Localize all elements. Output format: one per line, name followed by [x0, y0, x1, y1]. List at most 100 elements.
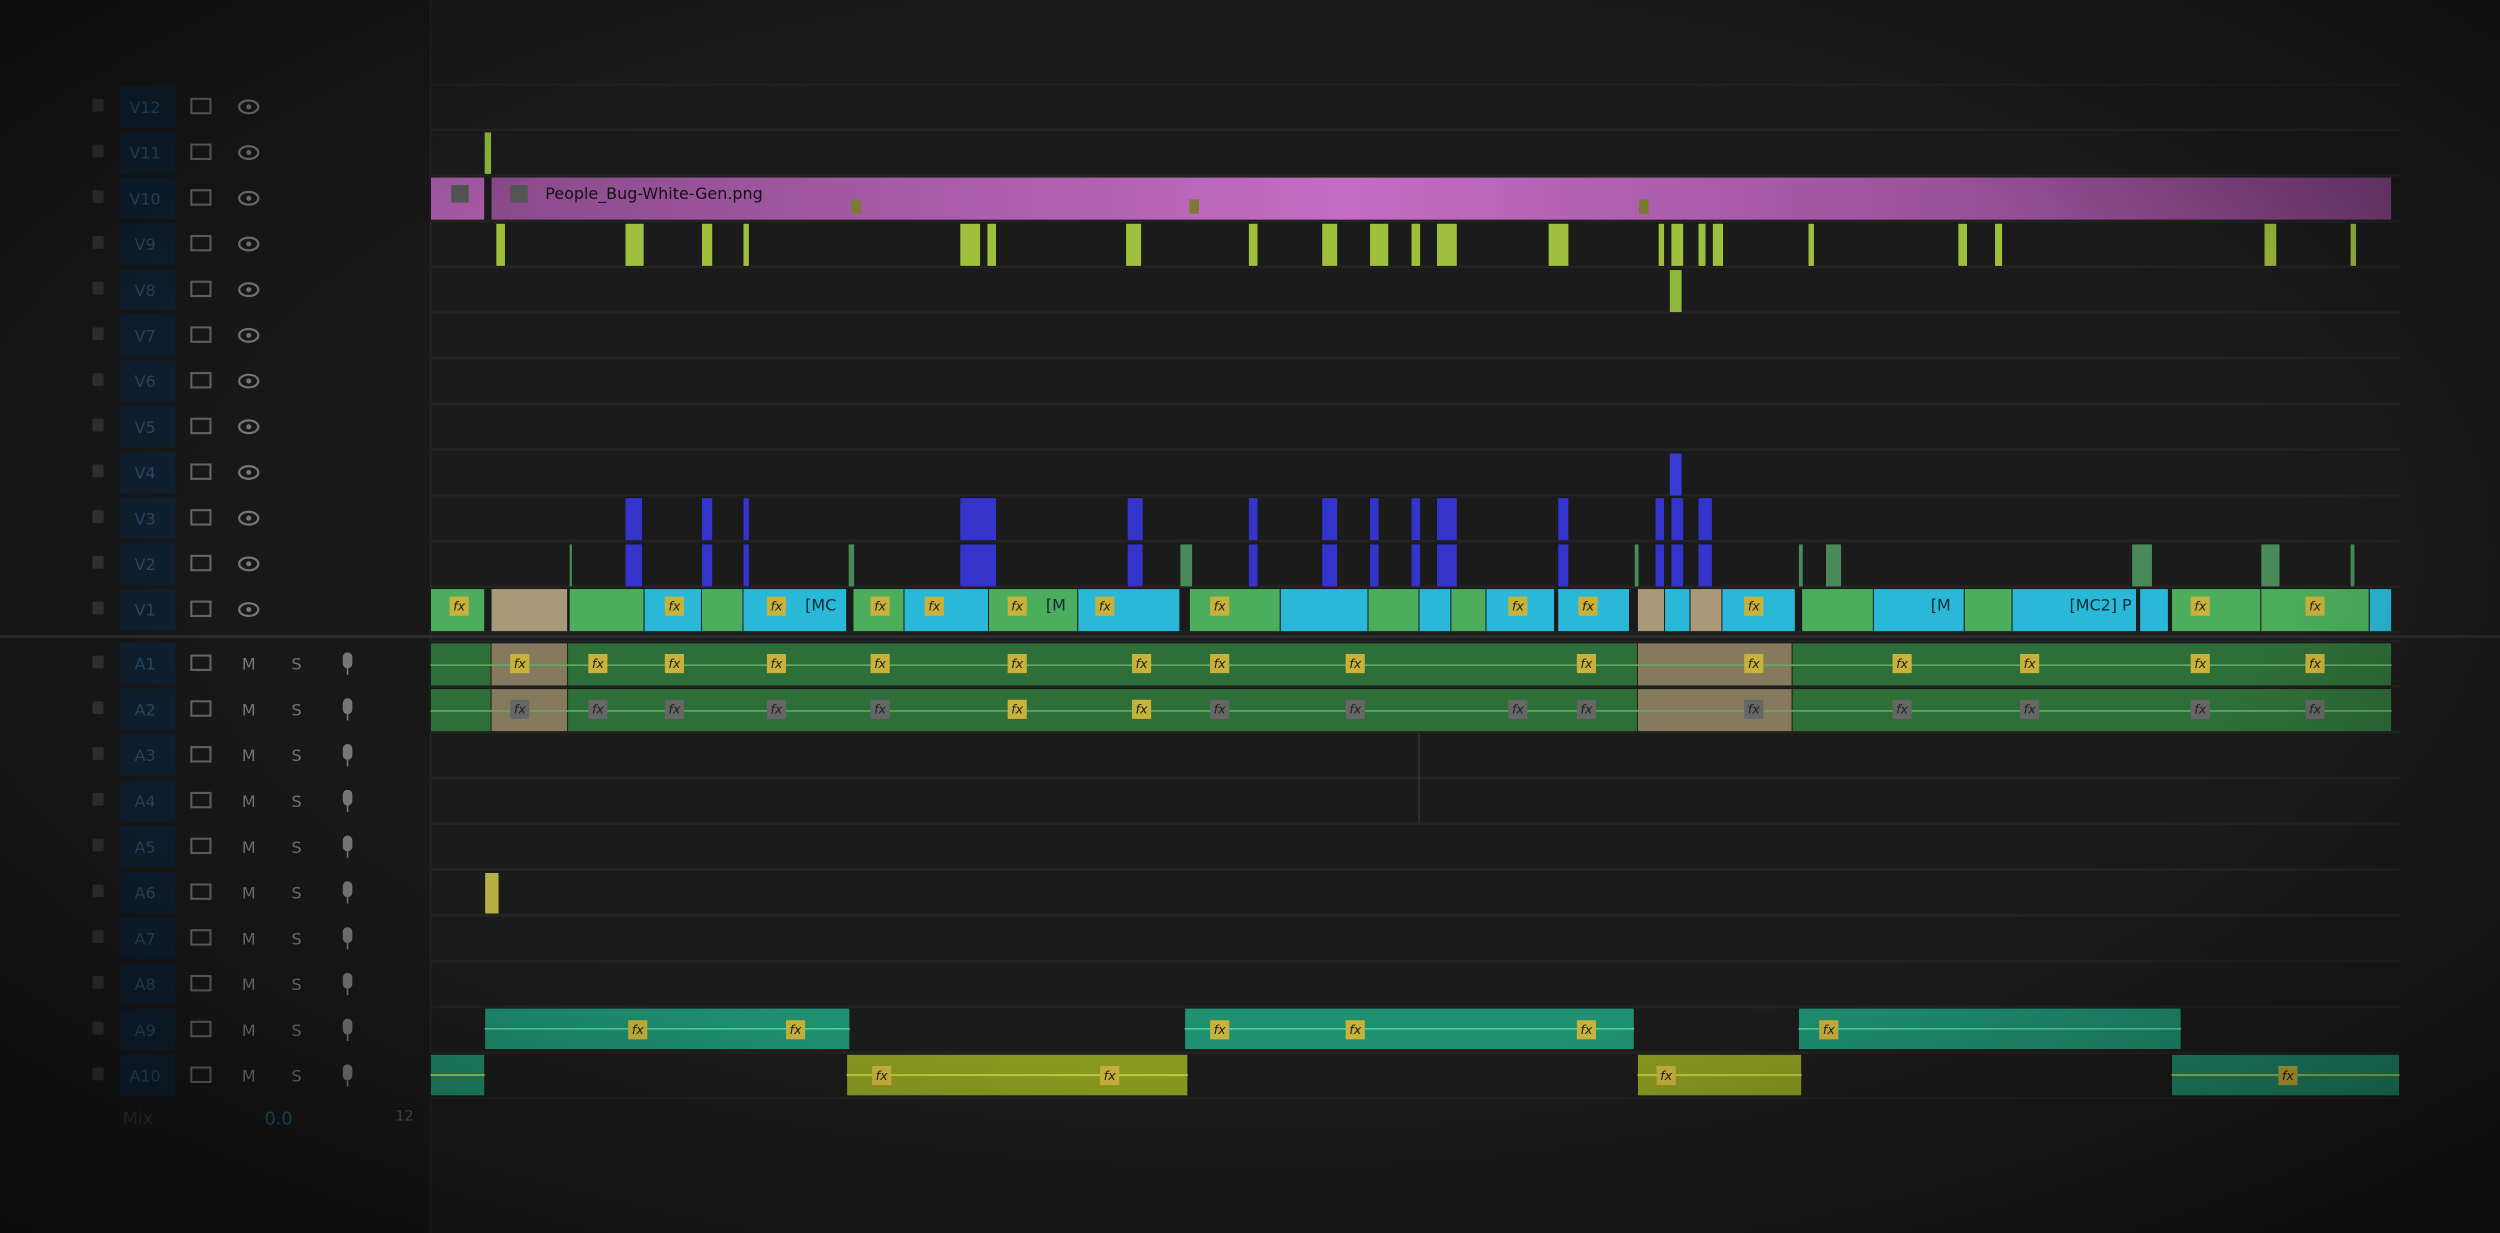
fx-text: fx	[1349, 1023, 1361, 1038]
track-name: A5	[135, 838, 156, 857]
track-name: V8	[135, 281, 156, 300]
clip	[1125, 222, 1143, 267]
fx-text: fx	[1580, 703, 1592, 718]
mute-button[interactable]: M	[242, 1067, 256, 1086]
solo-button[interactable]: S	[291, 884, 301, 903]
track-header-panel	[0, 0, 431, 1233]
fx-text: fx	[1214, 1023, 1226, 1038]
clip	[1369, 222, 1390, 267]
solo-button[interactable]: S	[291, 700, 301, 719]
clip	[1436, 497, 1458, 542]
lock-icon	[92, 144, 104, 158]
solo-button[interactable]: S	[291, 975, 301, 994]
clip	[986, 222, 997, 267]
clip	[742, 543, 750, 588]
clip	[1670, 543, 1685, 588]
eye-pupil	[246, 150, 252, 156]
fx-text: fx	[1214, 657, 1226, 672]
track-name: V2	[135, 555, 156, 574]
track-name: V1	[135, 601, 156, 620]
clip	[1801, 588, 1874, 633]
lock-icon	[92, 464, 104, 478]
fx-text: fx	[632, 1023, 644, 1038]
mix-label: Mix	[123, 1110, 153, 1130]
lock-icon	[92, 235, 104, 249]
clip	[1636, 588, 1666, 633]
mute-button[interactable]: M	[242, 838, 256, 857]
clip	[959, 497, 997, 542]
fx-text: fx	[874, 657, 886, 672]
clip	[495, 222, 506, 267]
eye-pupil	[246, 424, 252, 430]
solo-button[interactable]: S	[291, 1021, 301, 1040]
solo-button[interactable]: S	[291, 838, 301, 857]
eye-pupil	[246, 287, 252, 293]
fx-text: fx	[1011, 703, 1023, 718]
clip	[2263, 222, 2278, 267]
clip	[1410, 222, 1422, 267]
mute-button[interactable]: M	[242, 929, 256, 948]
fx-text: fx	[2194, 703, 2206, 718]
fx-text: fx	[592, 703, 604, 718]
fx-text: fx	[1582, 599, 1594, 614]
clip	[484, 132, 492, 174]
eye-pupil	[246, 469, 252, 476]
clip	[2368, 588, 2393, 633]
clip	[1369, 543, 1380, 588]
mute-button[interactable]: M	[242, 792, 256, 811]
track-name: A8	[135, 975, 156, 994]
clip	[1321, 543, 1339, 588]
mix-value: 0.0	[265, 1110, 293, 1130]
fx-text: fx	[874, 703, 886, 718]
fx-text: fx	[1104, 1069, 1116, 1084]
mic-icon	[342, 1064, 353, 1081]
track-name: A4	[135, 792, 156, 811]
clip	[701, 543, 714, 588]
mute-button[interactable]: M	[242, 884, 256, 903]
clip	[1825, 543, 1842, 588]
track-name: V10	[129, 189, 160, 208]
solo-button[interactable]: S	[291, 929, 301, 948]
clip-name: [M	[1931, 596, 1951, 615]
track-name: A3	[135, 746, 156, 765]
track-name: V11	[129, 144, 160, 163]
mute-button[interactable]: M	[242, 975, 256, 994]
fx-text: fx	[874, 599, 886, 614]
solo-button[interactable]: S	[291, 1067, 301, 1086]
keyframe	[851, 199, 861, 214]
fx-text: fx	[770, 599, 782, 614]
fx-text: fx	[1896, 657, 1908, 672]
mute-button[interactable]: M	[242, 746, 256, 765]
fx-text: fx	[1349, 657, 1361, 672]
eye-pupil	[246, 378, 252, 384]
mute-button[interactable]: M	[242, 1021, 256, 1040]
clip	[959, 222, 982, 267]
clip	[1557, 497, 1570, 542]
clip	[1547, 222, 1570, 267]
lock-icon	[92, 747, 104, 760]
clip-name: People_Bug-White-Gen.png	[545, 184, 762, 204]
lock-icon	[92, 655, 104, 669]
solo-button[interactable]: S	[291, 792, 301, 811]
clip	[1126, 543, 1144, 588]
clip	[2349, 543, 2356, 588]
mute-button[interactable]: M	[242, 655, 256, 674]
solo-button[interactable]: S	[291, 655, 301, 674]
fx-text: fx	[1349, 703, 1361, 718]
clip	[1247, 497, 1259, 542]
eye-pupil	[246, 332, 252, 338]
lock-icon	[92, 884, 104, 898]
solo-button[interactable]: S	[291, 746, 301, 765]
clip-icon	[451, 185, 469, 203]
fx-text: fx	[1660, 1069, 1672, 1084]
fx-text: fx	[514, 657, 526, 672]
fx-text: fx	[1748, 657, 1760, 672]
clip	[1670, 222, 1685, 267]
mute-button[interactable]: M	[242, 700, 256, 719]
mic-icon	[342, 835, 353, 852]
lock-icon	[92, 98, 104, 112]
lock-icon	[92, 418, 104, 432]
lock-icon	[92, 510, 104, 523]
